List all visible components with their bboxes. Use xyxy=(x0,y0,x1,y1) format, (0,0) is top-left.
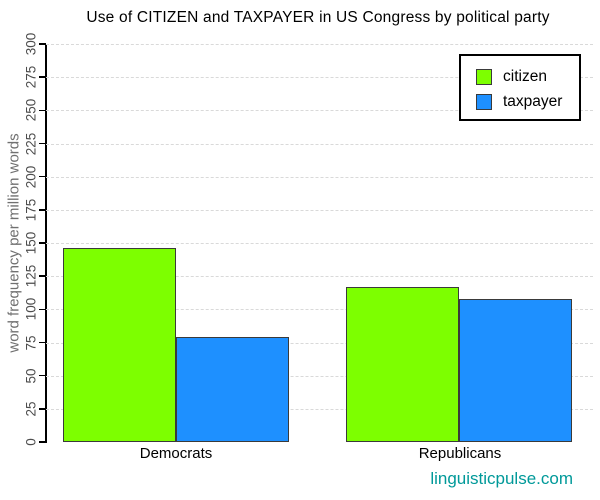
y-tick-label-275: 275 xyxy=(23,65,39,89)
gridline-75 xyxy=(46,342,593,344)
bar-republicans-taxpayer xyxy=(459,298,572,442)
gridline-175 xyxy=(46,209,593,211)
y-tick-label-100: 100 xyxy=(23,298,39,321)
x-category-label-republicans: Republicans xyxy=(418,445,502,462)
gridline-25 xyxy=(46,408,593,410)
legend-label-citizen: citizen xyxy=(503,67,547,85)
legend-label-taxpayer: taxpayer xyxy=(503,92,563,110)
gridline-225 xyxy=(46,143,593,145)
legend-item-taxpayer: taxpayer xyxy=(461,89,579,114)
y-axis-title: word frequency per million words xyxy=(5,133,23,353)
y-tick-50 xyxy=(39,374,46,377)
bar-democrats-taxpayer xyxy=(176,337,289,442)
bar-republicans-citizen xyxy=(346,286,459,442)
y-tick-100 xyxy=(39,308,46,311)
gridline-125 xyxy=(46,276,593,278)
legend: citizen taxpayer xyxy=(459,54,581,121)
y-tick-label-300: 300 xyxy=(23,32,39,56)
gridline-275 xyxy=(46,77,593,79)
y-tick-275 xyxy=(39,76,46,78)
y-tick-label-25: 25 xyxy=(23,401,39,417)
y-tick-300 xyxy=(39,43,46,45)
gridline-200 xyxy=(46,176,593,178)
y-tick-25 xyxy=(39,408,46,410)
bar-democrats-citizen xyxy=(63,248,176,442)
x-category-label-democrats: Democrats xyxy=(139,445,213,462)
y-tick-label-125: 125 xyxy=(23,264,39,288)
legend-item-citizen: citizen xyxy=(461,64,579,89)
watermark: linguisticpulse.com xyxy=(430,469,573,488)
y-tick-0 xyxy=(39,441,46,443)
y-tick-label-225: 225 xyxy=(23,132,39,155)
y-tick-225 xyxy=(39,142,46,145)
y-tick-175 xyxy=(39,209,46,211)
y-tick-label-150: 150 xyxy=(23,231,39,255)
gridline-150 xyxy=(46,243,593,244)
gridline-300 xyxy=(46,44,593,45)
gridline-50 xyxy=(46,375,593,377)
y-tick-label-175: 175 xyxy=(23,198,39,222)
y-tick-250 xyxy=(39,109,46,112)
y-tick-75 xyxy=(39,341,46,344)
y-tick-label-0: 0 xyxy=(23,438,39,446)
y-tick-125 xyxy=(39,275,46,277)
gridline-100 xyxy=(46,309,593,311)
y-tick-label-50: 50 xyxy=(23,368,39,384)
y-tick-200 xyxy=(39,175,46,178)
y-tick-150 xyxy=(39,242,46,244)
legend-swatch-citizen xyxy=(476,68,492,85)
y-tick-label-75: 75 xyxy=(23,334,39,351)
legend-swatch-taxpayer xyxy=(476,93,492,110)
gridline-250 xyxy=(46,110,593,112)
y-tick-label-250: 250 xyxy=(23,99,39,122)
chart-title: Use of CITIZEN and TAXPAYER in US Congre… xyxy=(86,9,550,26)
y-tick-label-200: 200 xyxy=(23,165,39,188)
